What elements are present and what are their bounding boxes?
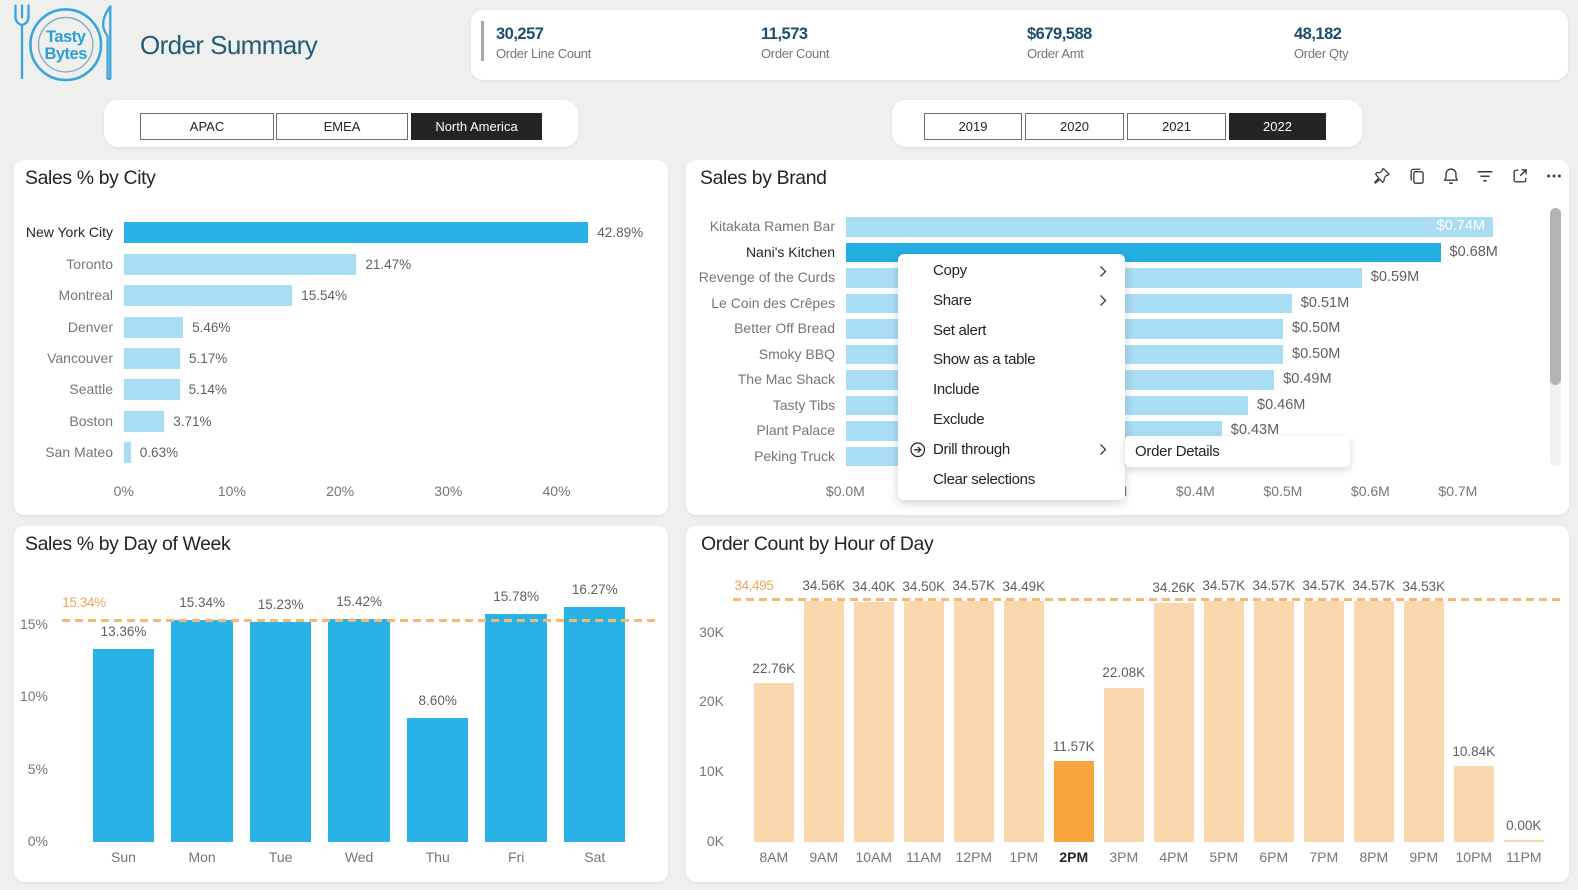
svg-text:Bytes: Bytes	[44, 45, 87, 63]
svg-text:Tasty: Tasty	[46, 28, 87, 46]
